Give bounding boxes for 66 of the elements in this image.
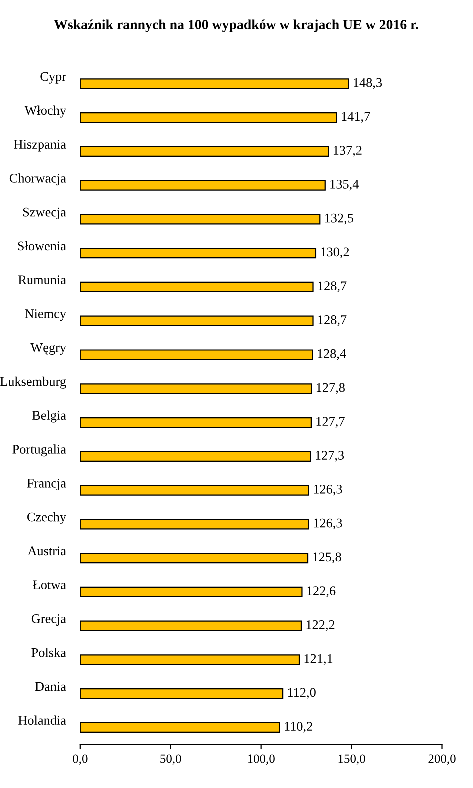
data-label: 127,7 [316,417,345,428]
bar [80,451,312,462]
y-tick-label: Łotwa [33,580,66,590]
bar [80,180,326,191]
y-tick-label: Francja [27,478,66,491]
data-label: 148,3 [354,78,382,90]
data-label: 112,0 [288,688,316,700]
y-tick-label: Niemcy [25,310,66,322]
bar [80,722,280,734]
data-label: 132,5 [325,214,354,225]
bar [80,316,314,326]
x-tick-label: 50,0 [160,754,182,765]
y-tick-label: Włochy [24,106,66,118]
bar [80,214,321,225]
bar [80,654,300,666]
data-label: 141,7 [342,112,370,124]
bar [80,248,317,259]
data-label: 122,6 [308,586,336,598]
y-tick-label: Holandia [18,716,66,726]
y-tick-label: Dania [35,682,66,692]
data-label: 128,7 [318,282,347,292]
x-tick-label: 200,0 [428,754,456,765]
y-tick-label: Chorwacja [10,174,66,186]
data-label: 126,3 [314,518,342,530]
data-label: 125,8 [313,552,342,564]
bar [80,146,330,157]
chart-title: Wskaźnik rannych na 100 wypadków w krajach UE w 2016 r. [54,20,418,32]
y-tick-label: Węgry [30,344,66,355]
data-label: 137,2 [334,146,362,157]
y-tick-label: Grecja [32,614,66,626]
x-tick-label: 0,0 [73,754,88,765]
y-tick-label: Szwecja [23,208,66,220]
bar [80,485,310,496]
data-label: 135,4 [330,180,360,191]
bar [80,282,314,293]
x-tick-label: 150,0 [338,754,366,765]
y-tick-label: Hiszpania [14,140,66,152]
y-tick-label: Austria [28,546,66,556]
bar [80,78,350,90]
data-label: 110,2 [285,722,312,733]
data-label: 126,3 [314,484,342,496]
data-label: 127,3 [316,451,344,462]
bar [80,519,310,530]
data-label: 121,1 [304,654,333,666]
bar [80,688,284,700]
bar [80,417,312,428]
y-tick-label: Czechy [27,512,66,524]
y-tick-label: Polska [32,648,66,658]
x-tick-label: 100,0 [248,754,275,765]
data-label: 122,2 [306,620,335,632]
data-label: 128,7 [318,316,347,326]
bar [80,350,314,360]
bar [80,620,302,632]
y-tick-label: Luksemburg [0,376,66,389]
data-label: 130,2 [321,248,350,259]
data-label: 127,8 [316,383,345,394]
bar [80,112,338,124]
y-tick-label: Rumunia [18,276,66,285]
bar [80,384,312,394]
data-label: 128,4 [318,349,346,360]
bar [80,586,303,598]
bar [80,553,309,564]
y-tick-label: Portugalia [12,444,66,457]
y-tick-label: Belgia [32,410,66,423]
y-tick-label: Słowenia [18,241,66,251]
y-tick-label: Cypr [40,72,66,84]
